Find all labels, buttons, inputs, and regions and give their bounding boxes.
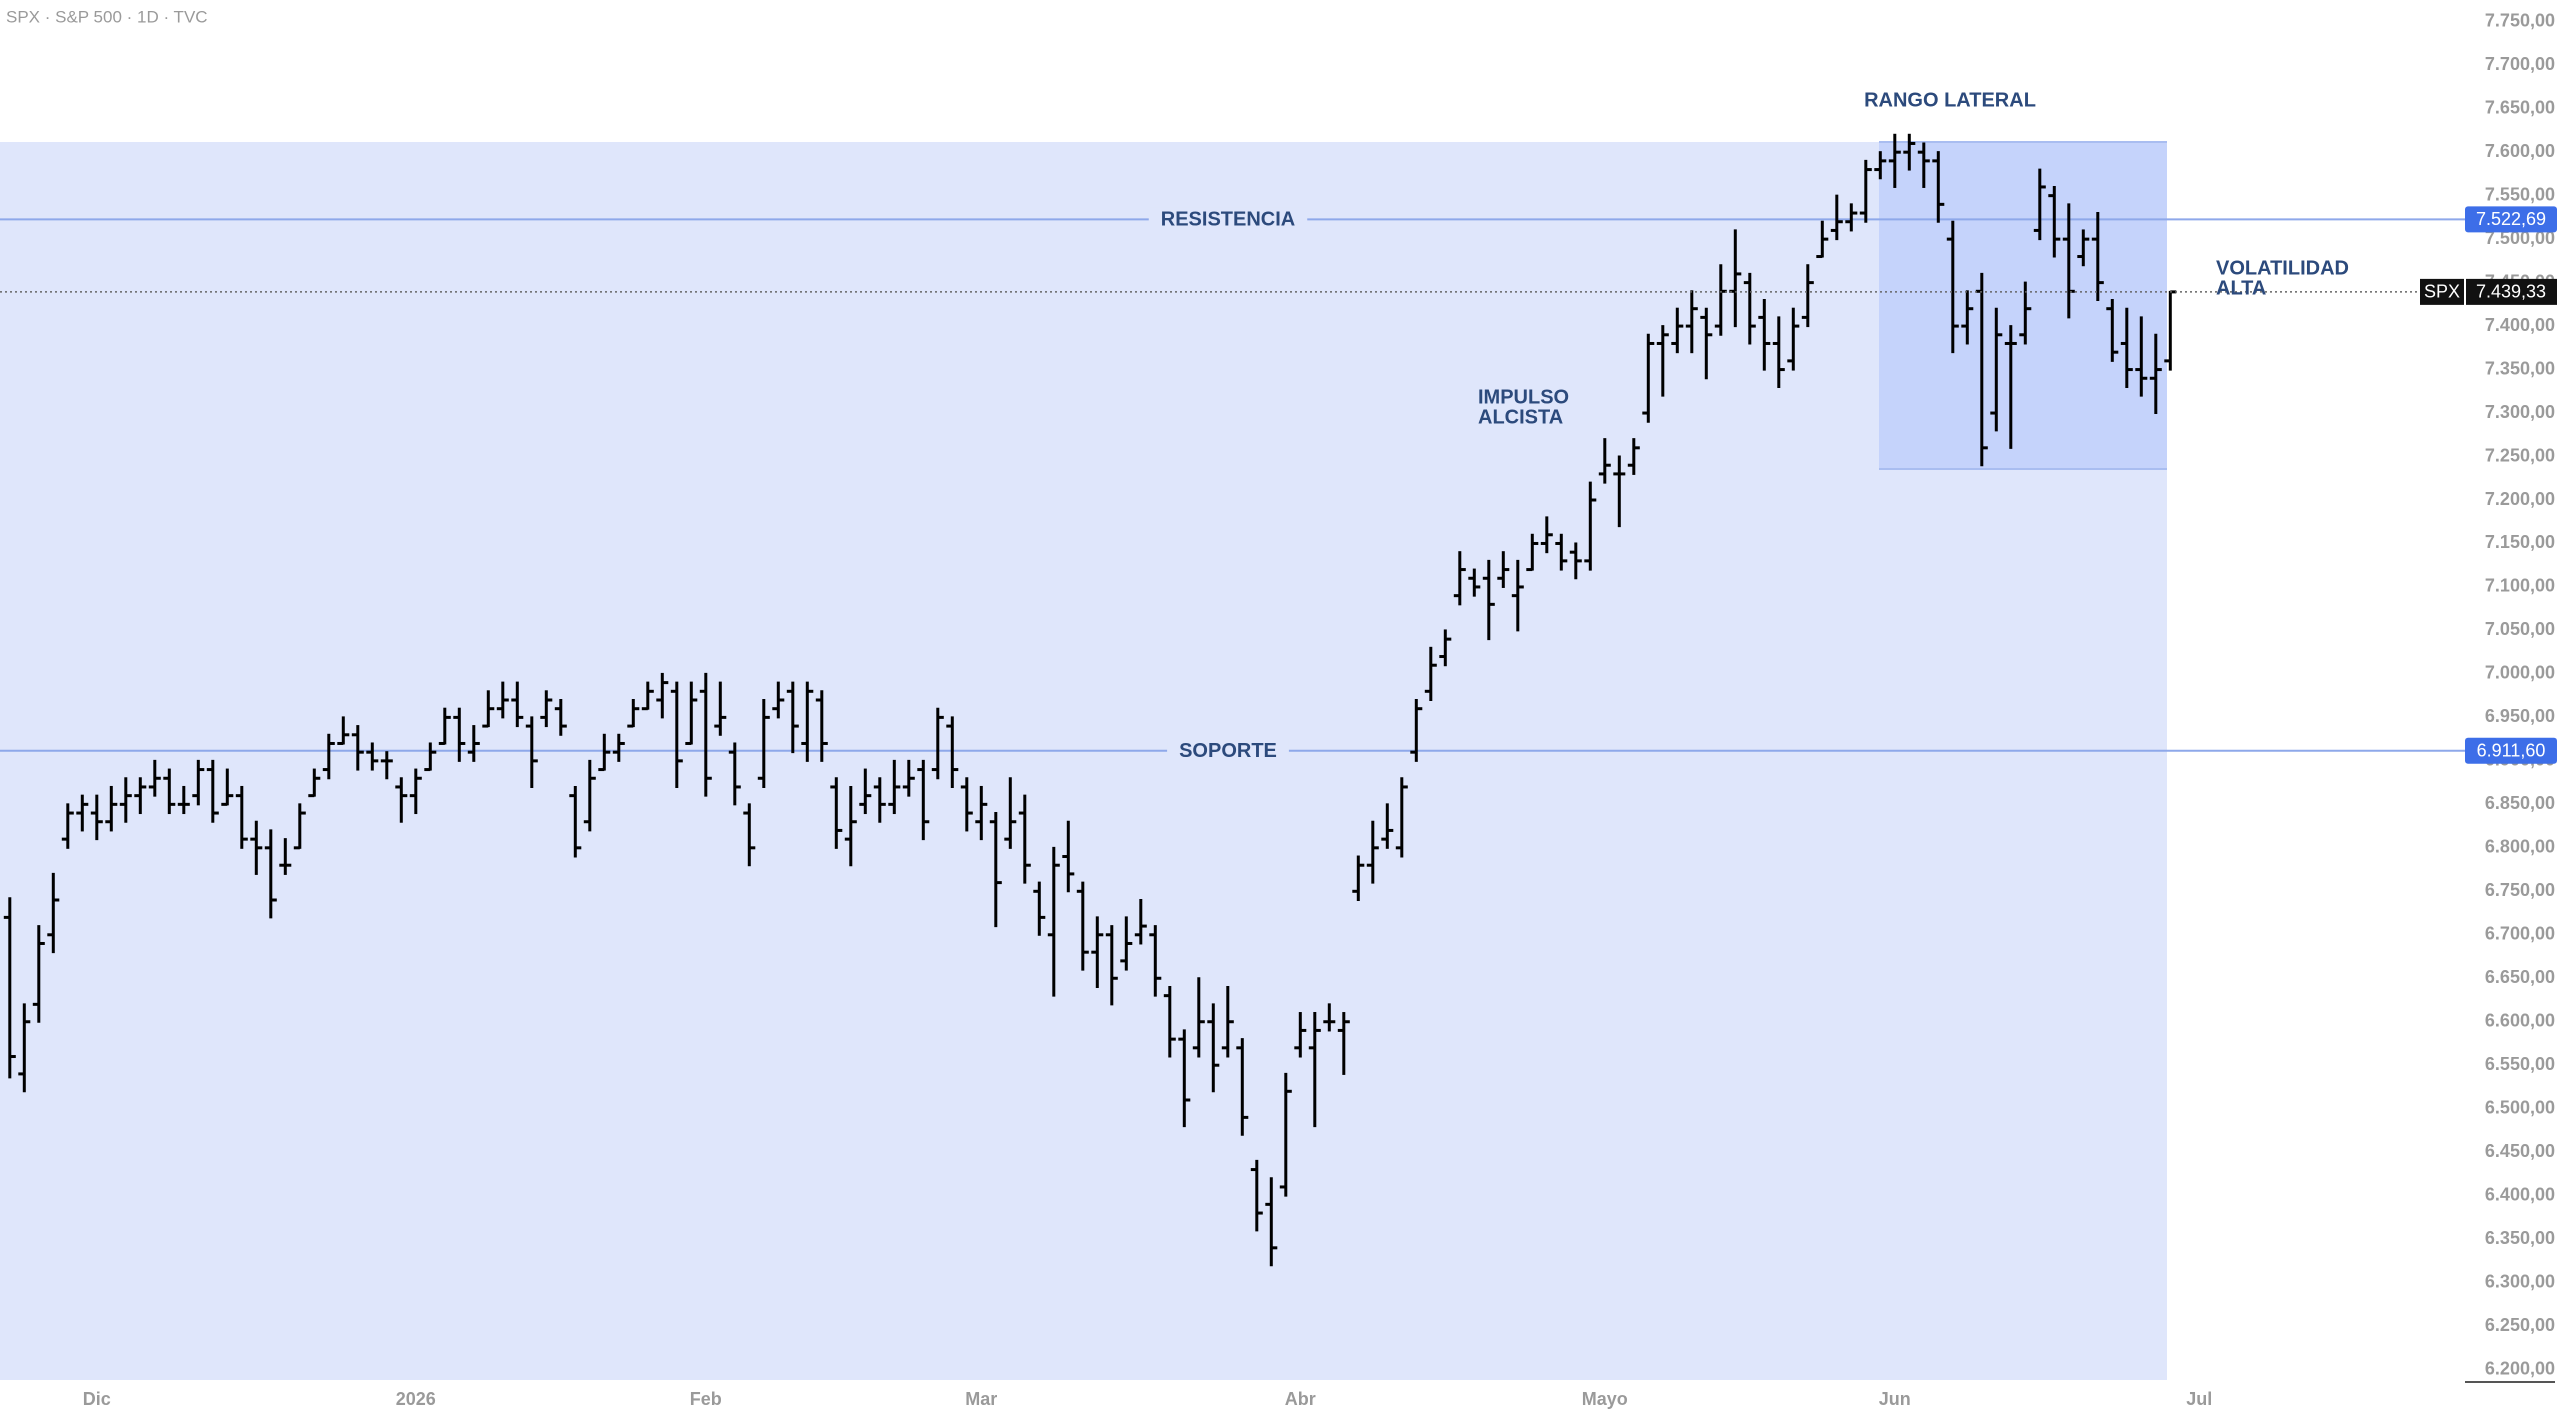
y-tick-label: 6.500,00	[2485, 1097, 2555, 1117]
y-tick-label: 6.200,00	[2485, 1358, 2555, 1378]
y-tick-label: 6.250,00	[2485, 1315, 2555, 1335]
last-symbol: SPX	[2424, 282, 2460, 302]
x-tick-label: Dic	[83, 1389, 111, 1409]
y-tick-label: 7.000,00	[2485, 663, 2555, 683]
annotation: VOLATILIDAD	[2216, 257, 2349, 279]
level-badge-label: 7.522,69	[2476, 209, 2546, 229]
annotation: ALCISTA	[1478, 406, 1563, 428]
last-price-label: 7.439,33	[2476, 282, 2546, 302]
chart-title: SPX · S&P 500 · 1D · TVC	[6, 7, 208, 26]
y-tick-label: 6.600,00	[2485, 1010, 2555, 1030]
annotation: ALTA	[2216, 277, 2266, 299]
last-symbol-badge	[2420, 278, 2464, 305]
level-label-bg	[1148, 207, 1308, 232]
y-tick-label: 7.750,00	[2485, 10, 2555, 30]
trend-zone	[0, 142, 2167, 1380]
y-tick-label: 6.650,00	[2485, 967, 2555, 987]
last-price-badge	[2466, 278, 2557, 305]
y-tick-label: 7.250,00	[2485, 445, 2555, 465]
y-tick-label: 7.300,00	[2485, 402, 2555, 422]
y-tick-label: 7.550,00	[2485, 184, 2555, 204]
y-tick-label: 7.150,00	[2485, 532, 2555, 552]
x-tick-label: Jul	[2186, 1389, 2212, 1409]
x-tick-label: 2026	[396, 1389, 436, 1409]
y-tick-label: 7.500,00	[2485, 228, 2555, 248]
y-tick-label: 6.700,00	[2485, 924, 2555, 944]
x-tick-label: Abr	[1285, 1389, 1316, 1409]
x-tick-label: Feb	[690, 1389, 722, 1409]
y-tick-label: 6.450,00	[2485, 1141, 2555, 1161]
range-box	[1879, 142, 2167, 469]
y-tick-label: 7.400,00	[2485, 315, 2555, 335]
level-badge	[2465, 737, 2557, 764]
y-tick-label: 7.200,00	[2485, 489, 2555, 509]
level-label-bg	[1167, 738, 1289, 763]
level-label: SOPORTE	[1179, 740, 1277, 762]
y-tick-label: 7.600,00	[2485, 141, 2555, 161]
y-tick-label: 7.650,00	[2485, 97, 2555, 117]
x-tick-label: Mayo	[1582, 1389, 1628, 1409]
y-tick-label: 7.050,00	[2485, 619, 2555, 639]
y-tick-label: 7.350,00	[2485, 358, 2555, 378]
y-tick-label: 6.800,00	[2485, 837, 2555, 857]
y-tick-label: 6.300,00	[2485, 1271, 2555, 1291]
x-tick-label: Mar	[965, 1389, 997, 1409]
level-badge	[2465, 206, 2557, 233]
y-tick-label: 6.850,00	[2485, 793, 2555, 813]
y-tick-label: 6.400,00	[2485, 1184, 2555, 1204]
x-tick-label: Jun	[1879, 1389, 1911, 1409]
y-tick-label: 6.550,00	[2485, 1054, 2555, 1074]
annotation: RANGO LATERAL	[1864, 89, 2036, 111]
y-tick-label: 6.350,00	[2485, 1228, 2555, 1248]
y-tick-label: 6.950,00	[2485, 706, 2555, 726]
y-tick-label: 6.750,00	[2485, 880, 2555, 900]
y-tick-label: 7.700,00	[2485, 54, 2555, 74]
y-tick-label: 7.100,00	[2485, 576, 2555, 596]
annotation: IMPULSO	[1478, 386, 1569, 408]
level-badge-label: 6.911,60	[2477, 741, 2546, 761]
level-label: RESISTENCIA	[1161, 209, 1295, 231]
